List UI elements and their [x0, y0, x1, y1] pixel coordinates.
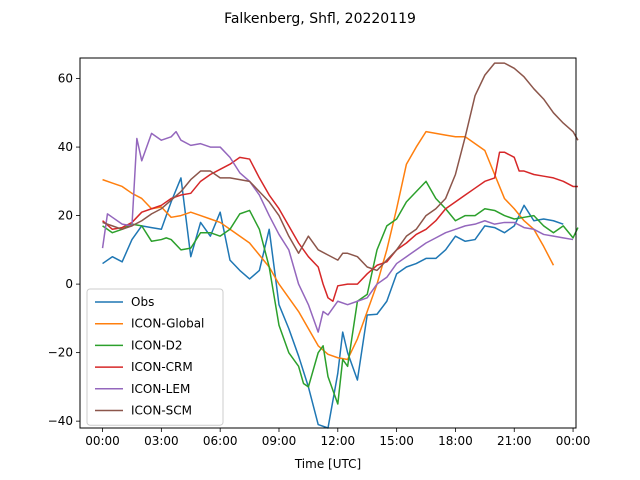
- chart-title: Falkenberg, Shfl, 20220119: [224, 11, 416, 27]
- x-tick-label: 12:00: [321, 434, 356, 448]
- legend-label: ICON-LEM: [131, 382, 190, 396]
- series-line-4: [101, 130, 574, 333]
- legend: Obs ICON-Global ICON-D2 ICON-CRM ICON-LEM ICO…: [86, 288, 224, 426]
- x-tick-label: 06:00: [203, 434, 238, 448]
- legend-label: ICON-CRM: [131, 360, 193, 374]
- y-tick-label: 20: [58, 209, 73, 223]
- legend-label: ICON-Global: [131, 317, 204, 331]
- y-axis: −40 −20 0 20 40 60: [48, 72, 80, 428]
- y-tick-label: 60: [58, 72, 73, 86]
- series-line-0: [102, 177, 564, 429]
- y-tick-label: 40: [58, 140, 73, 154]
- plot-frame: [79, 57, 577, 429]
- x-tick-label: 00:00: [85, 434, 120, 448]
- series-line-2: [102, 180, 579, 405]
- series-line-3: [102, 151, 578, 302]
- x-tick-label: 09:00: [262, 434, 297, 448]
- y-tick-label: −40: [48, 414, 73, 428]
- x-tick-label: 18:00: [438, 434, 473, 448]
- x-tick-label: 21:00: [497, 434, 532, 448]
- y-tick-label: 0: [65, 277, 73, 291]
- x-tick-label: 03:00: [144, 434, 179, 448]
- x-axis-label: Time [UTC]: [294, 457, 361, 471]
- plot-lines: [101, 62, 579, 429]
- x-tick-label: 15:00: [379, 434, 414, 448]
- x-tick-label: 00:00: [556, 434, 591, 448]
- series-line-1: [102, 130, 555, 361]
- y-tick-label: −20: [48, 346, 73, 360]
- series-line-5: [102, 62, 579, 272]
- legend-label: ICON-SCM: [131, 404, 192, 418]
- legend-label: ICON-D2: [131, 338, 183, 352]
- legend-label: Obs: [131, 295, 154, 309]
- x-axis: 00:00 03:00 06:00 09:00 12:00 15:00 18:00 21:00…: [85, 428, 590, 448]
